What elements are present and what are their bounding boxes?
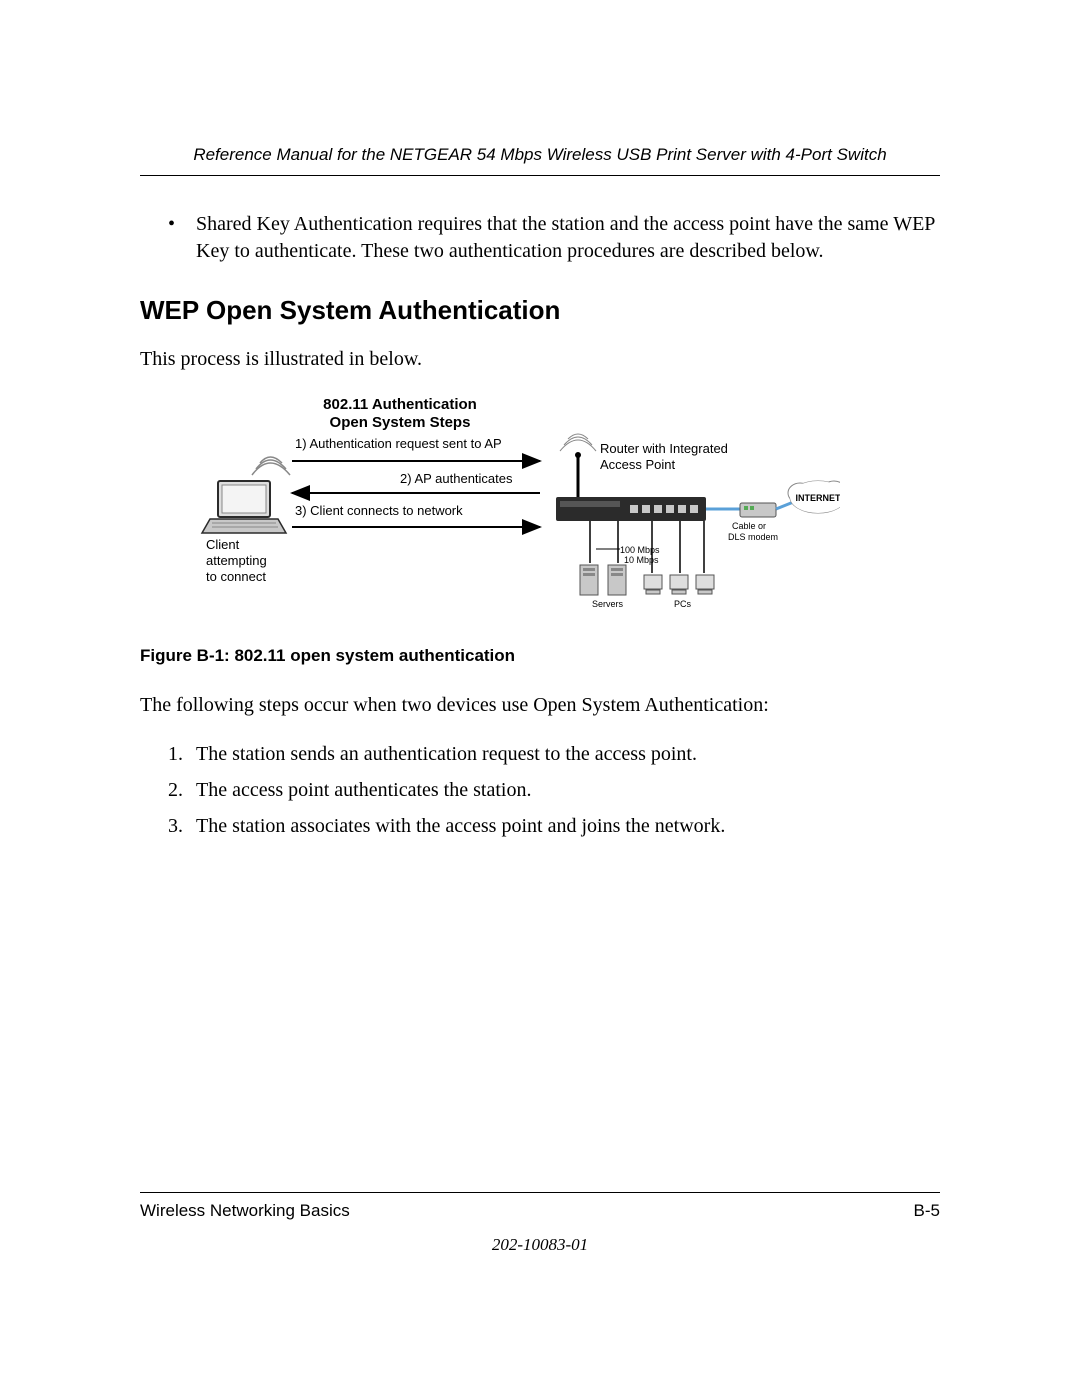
bullet-mark: • bbox=[168, 211, 196, 265]
speed-100: 100 Mbps bbox=[620, 545, 660, 555]
modem-label-2: DLS modem bbox=[728, 532, 778, 542]
bullet-item: • Shared Key Authentication requires tha… bbox=[168, 211, 940, 265]
pcs-label: PCs bbox=[674, 599, 692, 609]
client-laptop-icon bbox=[202, 457, 290, 533]
footer-doc-number: 202-10083-01 bbox=[140, 1235, 940, 1255]
page-content: Reference Manual for the NETGEAR 54 Mbps… bbox=[140, 145, 940, 847]
router-label-2: Access Point bbox=[600, 457, 676, 472]
pc-icon-3 bbox=[696, 575, 714, 594]
speed-10: 10 Mbps bbox=[624, 555, 659, 565]
footer-section-name: Wireless Networking Basics bbox=[140, 1201, 350, 1221]
step-num: 1. bbox=[168, 739, 196, 769]
internet-cloud-icon: INTERNET bbox=[788, 481, 840, 513]
page-footer: Wireless Networking Basics B-5 202-10083… bbox=[140, 1192, 940, 1255]
paragraph-after-figure: The following steps occur when two devic… bbox=[140, 692, 940, 719]
client-label-2: attempting bbox=[206, 553, 267, 568]
footer-page-number: B-5 bbox=[914, 1201, 940, 1221]
auth-diagram-svg: 802.11 Authentication Open System Steps … bbox=[200, 393, 840, 623]
server-icon-1 bbox=[580, 565, 598, 595]
servers-label: Servers bbox=[592, 599, 624, 609]
figure-caption: Figure B-1: 802.11 open system authentic… bbox=[140, 646, 940, 666]
step-text: The access point authenticates the stati… bbox=[196, 775, 531, 805]
figure-diagram: 802.11 Authentication Open System Steps … bbox=[200, 393, 840, 628]
diagram-title-2: Open System Steps bbox=[330, 414, 471, 431]
footer-rule bbox=[140, 1192, 940, 1193]
section-heading: WEP Open System Authentication bbox=[140, 295, 940, 326]
server-icon-2 bbox=[608, 565, 626, 595]
step-item-1: 1. The station sends an authentication r… bbox=[168, 739, 940, 769]
router-label-1: Router with Integrated bbox=[600, 441, 728, 456]
internet-label: INTERNET bbox=[796, 493, 841, 503]
intro-paragraph: This process is illustrated in below. bbox=[140, 346, 940, 373]
step-text: The station associates with the access p… bbox=[196, 811, 725, 841]
bullet-text: Shared Key Authentication requires that … bbox=[196, 211, 940, 265]
pc-icon-2 bbox=[670, 575, 688, 594]
running-header: Reference Manual for the NETGEAR 54 Mbps… bbox=[140, 145, 940, 176]
step1-text: 1) Authentication request sent to AP bbox=[295, 436, 502, 451]
step2-text: 2) AP authenticates bbox=[400, 471, 513, 486]
step3-text: 3) Client connects to network bbox=[295, 503, 463, 518]
ordered-steps: 1. The station sends an authentication r… bbox=[168, 739, 940, 841]
client-label-3: to connect bbox=[206, 569, 266, 584]
modem-icon bbox=[740, 503, 776, 517]
diagram-title-1: 802.11 Authentication bbox=[323, 396, 477, 413]
pc-icon-1 bbox=[644, 575, 662, 594]
step-num: 2. bbox=[168, 775, 196, 805]
modem-label-1: Cable or bbox=[732, 521, 766, 531]
step-item-3: 3. The station associates with the acces… bbox=[168, 811, 940, 841]
step-item-2: 2. The access point authenticates the st… bbox=[168, 775, 940, 805]
client-label-1: Client bbox=[206, 537, 240, 552]
step-text: The station sends an authentication requ… bbox=[196, 739, 697, 769]
step-num: 3. bbox=[168, 811, 196, 841]
